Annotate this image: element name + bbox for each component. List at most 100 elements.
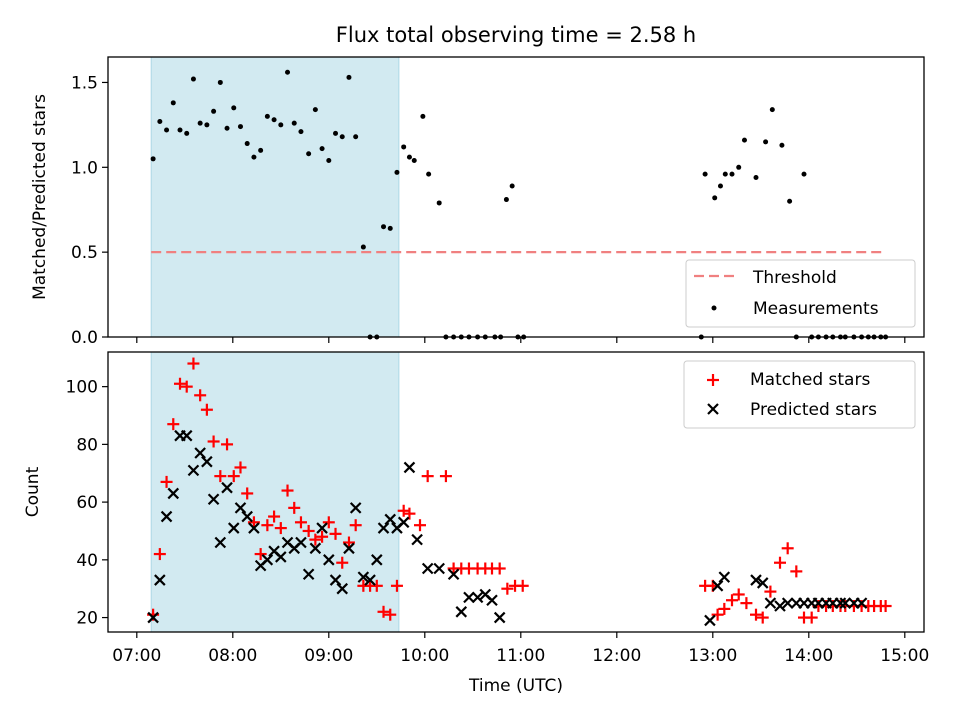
predicted-marker-b <box>323 554 335 566</box>
x-tick-label: 11:00 <box>496 646 545 666</box>
predicted-star-point <box>756 577 769 589</box>
matched-star-point <box>781 542 794 555</box>
top-legend: Threshold Measurements <box>685 259 916 328</box>
predicted-marker-b <box>834 597 847 609</box>
predicted-star-point <box>433 562 445 575</box>
measurement-point <box>237 124 243 130</box>
top-panel: 0.0 0.5 1.0 1.5 Matched/Predicted stars Thr… <box>30 56 925 348</box>
bottom-legend: Matched stars Predicted stars <box>683 360 916 429</box>
matched-star-point <box>207 435 220 448</box>
matched-star-point <box>322 516 335 529</box>
measurement-point <box>406 154 412 160</box>
predicted-star-point <box>493 611 506 624</box>
predicted-marker-b <box>234 502 247 514</box>
predicted-marker-b <box>207 493 220 505</box>
predicted-marker-b <box>855 597 868 609</box>
matched-star-point <box>329 527 342 540</box>
predicted-star-point <box>471 591 484 604</box>
matched-star-point <box>288 501 301 514</box>
predicted-marker-b <box>268 545 280 557</box>
x-tick-label: 08:00 <box>208 646 257 666</box>
top-y-tick-label: 0.5 <box>71 243 98 263</box>
predicted-marker-b <box>486 594 498 607</box>
measurement-point <box>333 130 339 136</box>
top-y-tick-label: 1.5 <box>71 73 98 93</box>
predicted-marker-b <box>343 542 355 555</box>
measurement-point <box>420 113 426 119</box>
predicted-star-point <box>486 594 498 607</box>
predicted-marker-b <box>309 542 322 555</box>
predicted-star-point <box>295 536 307 549</box>
matched-star-point <box>261 519 274 532</box>
predicted-marker-b <box>187 464 200 477</box>
measurement-point <box>326 158 332 164</box>
predicted-star-point <box>774 600 786 612</box>
measurement-point <box>736 164 742 170</box>
measurement-point <box>787 198 793 204</box>
predicted-marker-b <box>160 510 173 523</box>
matched-star-point <box>194 389 207 402</box>
measurement-point <box>190 76 196 82</box>
matched-star-point <box>227 470 240 483</box>
predicted-star-point <box>323 554 335 566</box>
matched-star-point <box>879 600 892 613</box>
x-tick-label: 14:00 <box>784 646 833 666</box>
matched-star-point <box>493 562 506 575</box>
measurement-point <box>702 171 708 177</box>
matched-star-point <box>718 602 731 615</box>
predicted-marker-b <box>248 522 260 534</box>
predicted-marker-b <box>349 502 362 514</box>
predicted-marker-b <box>147 611 159 624</box>
predicted-marker-b <box>384 513 397 526</box>
predicted-star-point <box>839 597 852 609</box>
predicted-star-point <box>371 554 383 566</box>
matched-star-point <box>732 588 745 601</box>
predicted-star-point <box>154 574 166 586</box>
predicted-marker-b <box>839 597 852 609</box>
matched-star-point <box>167 418 180 431</box>
predicted-marker-b <box>281 536 294 549</box>
predicted-star-point <box>167 487 180 500</box>
predicted-star-point <box>750 574 762 586</box>
predicted-star-point <box>364 574 376 586</box>
predicted-marker-b <box>764 597 777 609</box>
matched-star-point <box>764 585 777 598</box>
predicted-star-point <box>855 597 868 609</box>
bottom-y-tick-label: 20 <box>76 609 98 629</box>
predicted-marker-b <box>718 571 731 583</box>
predicted-marker-b <box>364 574 376 586</box>
measurement-point <box>197 120 203 126</box>
matched-star-point <box>174 377 186 390</box>
matched-star-point <box>501 582 514 595</box>
measurement-point <box>217 79 223 85</box>
bottom-y-tick-label: 60 <box>76 493 98 513</box>
measurement-point <box>779 142 785 148</box>
predicted-marker-b <box>154 574 166 586</box>
bottom-legend-box <box>683 360 916 429</box>
matched-star-point <box>234 461 247 474</box>
bottom-y-axis-label: Count <box>23 466 43 517</box>
predicted-marker-b <box>214 536 227 549</box>
top-y-tick-label: 1.0 <box>71 158 98 178</box>
predicted-star-point <box>316 522 328 534</box>
predicted-marker-b <box>167 487 180 500</box>
measurement-point <box>394 169 400 175</box>
measurement-point <box>509 183 515 189</box>
predicted-star-point <box>329 574 342 586</box>
top-y-axis: 0.0 0.5 1.0 1.5 <box>71 73 108 348</box>
measurement-point <box>503 197 509 203</box>
matched-star-point <box>153 548 166 561</box>
measurement-point <box>712 195 718 201</box>
predicted-star-point <box>764 597 777 609</box>
predicted-marker-b <box>781 597 794 609</box>
legend-predicted-label: Predicted stars <box>750 400 877 420</box>
matched-star-point <box>516 579 529 592</box>
predicted-star-point <box>275 551 287 563</box>
predicted-marker-b <box>711 580 724 592</box>
predicted-marker-b <box>493 611 506 624</box>
measurement-point <box>426 171 432 177</box>
predicted-marker-b <box>201 455 213 468</box>
predicted-marker-b <box>471 591 484 604</box>
top-shaded-region <box>150 56 400 338</box>
